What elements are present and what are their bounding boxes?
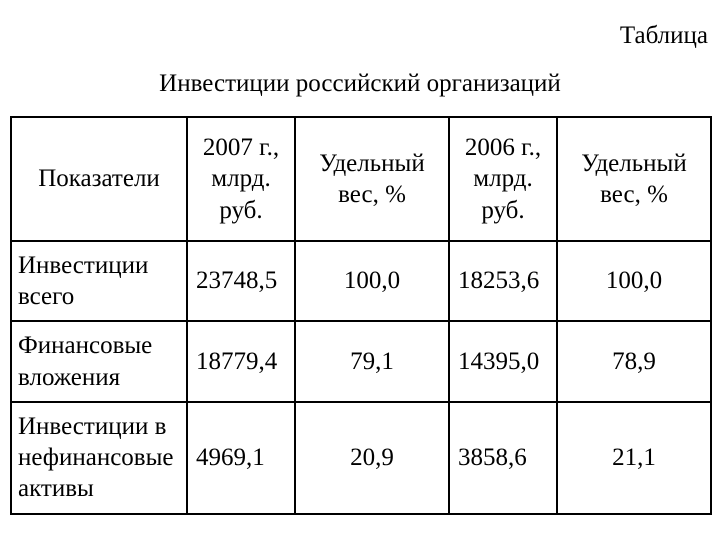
- cell-indicator: Финансовые вложения: [11, 321, 187, 402]
- cell-value: 100,0: [295, 241, 449, 322]
- cell-value: 14395,0: [449, 321, 557, 402]
- col-header-2006: 2006 г., млрд. руб.: [449, 117, 557, 241]
- col-header-pct-2006: Удельный вес, %: [557, 117, 711, 241]
- cell-value: 78,9: [557, 321, 711, 402]
- table-header-row: Показатели 2007 г., млрд. руб. Удельный …: [11, 117, 711, 241]
- cell-value: 100,0: [557, 241, 711, 322]
- cell-indicator: Инвестиции всего: [11, 241, 187, 322]
- cell-value: 21,1: [557, 402, 711, 514]
- investment-table: Показатели 2007 г., млрд. руб. Удельный …: [10, 116, 712, 515]
- cell-indicator: Инвестиции в нефинансовые активы: [11, 402, 187, 514]
- table-label: Таблица: [620, 22, 708, 50]
- cell-value: 18253,6: [449, 241, 557, 322]
- table-title: Инвестиции российский организаций: [10, 70, 710, 98]
- cell-value: 23748,5: [187, 241, 295, 322]
- table-row: Инвестиции всего 23748,5 100,0 18253,6 1…: [11, 241, 711, 322]
- cell-value: 20,9: [295, 402, 449, 514]
- col-header-indicator: Показатели: [11, 117, 187, 241]
- col-header-2007: 2007 г., млрд. руб.: [187, 117, 295, 241]
- col-header-pct-2007: Удельный вес, %: [295, 117, 449, 241]
- cell-value: 18779,4: [187, 321, 295, 402]
- page: Таблица Инвестиции российский организаци…: [0, 0, 720, 540]
- cell-value: 3858,6: [449, 402, 557, 514]
- table-row: Финансовые вложения 18779,4 79,1 14395,0…: [11, 321, 711, 402]
- table-row: Инвестиции в нефинансовые активы 4969,1 …: [11, 402, 711, 514]
- cell-value: 4969,1: [187, 402, 295, 514]
- cell-value: 79,1: [295, 321, 449, 402]
